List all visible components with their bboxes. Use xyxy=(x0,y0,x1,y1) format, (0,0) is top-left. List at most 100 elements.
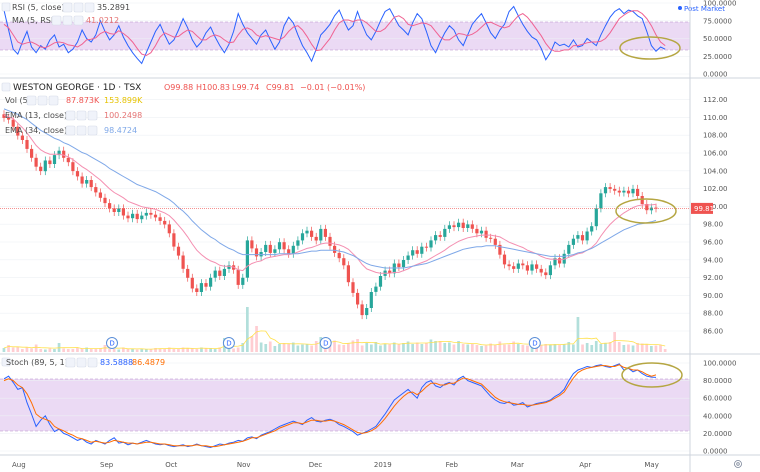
volume-bar xyxy=(76,348,79,352)
stoch-settings-buttons[interactable] xyxy=(65,357,98,368)
candle-body xyxy=(80,176,84,184)
volume-bar xyxy=(512,341,515,352)
ema34-settings-buttons[interactable] xyxy=(65,125,98,136)
volume-bar xyxy=(466,344,470,352)
candle-body xyxy=(447,225,451,229)
candle-body xyxy=(429,240,433,248)
volume-bar xyxy=(370,344,373,352)
volume-bar xyxy=(434,341,437,352)
candle-body xyxy=(319,228,323,241)
rsi-panel[interactable]: 100.0000 75.0000 50.0000 25.0000 0.0000 RSI … xyxy=(0,0,736,79)
candle-body xyxy=(34,157,38,167)
volume-bar xyxy=(337,344,341,352)
candle-body xyxy=(479,230,484,234)
volume-bar xyxy=(411,344,414,352)
volume-bar xyxy=(526,345,529,352)
candle-body xyxy=(131,213,135,219)
candle-body xyxy=(181,255,185,269)
candle-body xyxy=(411,250,415,256)
volume-bar xyxy=(11,347,15,352)
candle-body xyxy=(498,244,502,255)
candle-body xyxy=(356,292,360,305)
price-collapse-button[interactable] xyxy=(1,82,11,92)
rsi-settings-buttons[interactable] xyxy=(62,2,95,13)
candle-body xyxy=(415,250,419,254)
rsi-collapse-button[interactable] xyxy=(1,2,11,12)
volume-bar xyxy=(181,347,185,352)
candle-body xyxy=(254,248,259,257)
volume-bar xyxy=(80,348,84,352)
volume-bar xyxy=(636,343,639,352)
candle-body xyxy=(39,166,43,172)
stoch-tick-label: 100.0000 xyxy=(703,360,736,368)
candle-body xyxy=(48,160,52,165)
candle-body xyxy=(645,204,649,211)
candle-body xyxy=(287,249,291,254)
volume-bar xyxy=(613,332,616,352)
volume-bar xyxy=(305,344,309,352)
candle-body xyxy=(121,208,125,216)
volume-bar xyxy=(402,343,405,352)
stoch-collapse-button[interactable] xyxy=(1,357,11,367)
price-tick-label: 104.00 xyxy=(703,167,728,175)
candle-body xyxy=(314,236,318,241)
dividend-marker-label: D xyxy=(532,340,537,348)
candle-body xyxy=(43,160,47,172)
dividend-marker-circle xyxy=(319,337,332,349)
candle-body xyxy=(277,242,282,250)
dividend-marker-label: D xyxy=(109,340,114,348)
volume-bar xyxy=(278,344,281,352)
stoch-axis-ticks: 100.0000 80.0000 60.0000 40.0000 20.0000 0.00… xyxy=(703,360,736,456)
volume-bar xyxy=(604,343,607,352)
ema13-settings-buttons[interactable] xyxy=(65,110,98,121)
volume-bar xyxy=(392,342,396,352)
candle-body xyxy=(140,215,144,220)
ema34-line xyxy=(3,108,657,269)
candlesticks xyxy=(2,110,658,320)
candle-body xyxy=(7,117,11,120)
price-panel[interactable]: D D D D 112.00 110.00 108.00 106.00 104.00 102.0… xyxy=(0,82,728,352)
candle-body xyxy=(300,233,305,241)
candle-body xyxy=(378,276,383,287)
candle-body xyxy=(434,235,438,241)
volume-bar xyxy=(25,347,29,352)
candle-body xyxy=(580,235,585,241)
ema13-line xyxy=(3,114,657,274)
ohlc-change: −0.01 (−0.01%) xyxy=(300,83,365,92)
volume-bar xyxy=(406,341,410,352)
candle-body xyxy=(351,282,355,293)
candle-body xyxy=(608,187,612,189)
volume-bar xyxy=(627,344,630,352)
volume-bar xyxy=(356,339,359,352)
volume-bar xyxy=(89,349,93,352)
rsi-tick-label: 25.0000 xyxy=(703,53,732,61)
time-axis-label: Feb xyxy=(446,461,459,469)
candle-body xyxy=(489,237,493,239)
stoch-grid xyxy=(0,362,690,452)
candle-body xyxy=(149,212,153,215)
volume-bar xyxy=(149,349,153,352)
candle-body xyxy=(475,228,479,234)
volume-bar xyxy=(264,344,268,352)
volume-bar xyxy=(140,349,144,352)
volume-bar xyxy=(21,349,24,352)
time-axis-label: Oct xyxy=(165,461,177,469)
rsi-highlight-circle xyxy=(619,36,681,60)
candle-body xyxy=(241,277,245,285)
stoch-panel[interactable]: 100.0000 80.0000 60.0000 40.0000 20.0000 0.00… xyxy=(0,357,736,456)
candle-body xyxy=(108,203,112,209)
settings-gear-icon[interactable] xyxy=(734,460,742,468)
volume-bar xyxy=(236,347,240,352)
candle-body xyxy=(57,150,61,156)
candle-body xyxy=(323,228,327,237)
volume-bar xyxy=(562,344,566,352)
vol-settings-buttons[interactable] xyxy=(26,95,59,106)
volume-bar xyxy=(558,345,561,352)
rsi-ma-settings-buttons[interactable] xyxy=(51,15,84,26)
volume-bar xyxy=(420,344,424,352)
candle-body xyxy=(264,244,268,252)
candle-body xyxy=(493,238,497,245)
volume-bar xyxy=(94,349,98,352)
volume-bar xyxy=(503,344,506,352)
